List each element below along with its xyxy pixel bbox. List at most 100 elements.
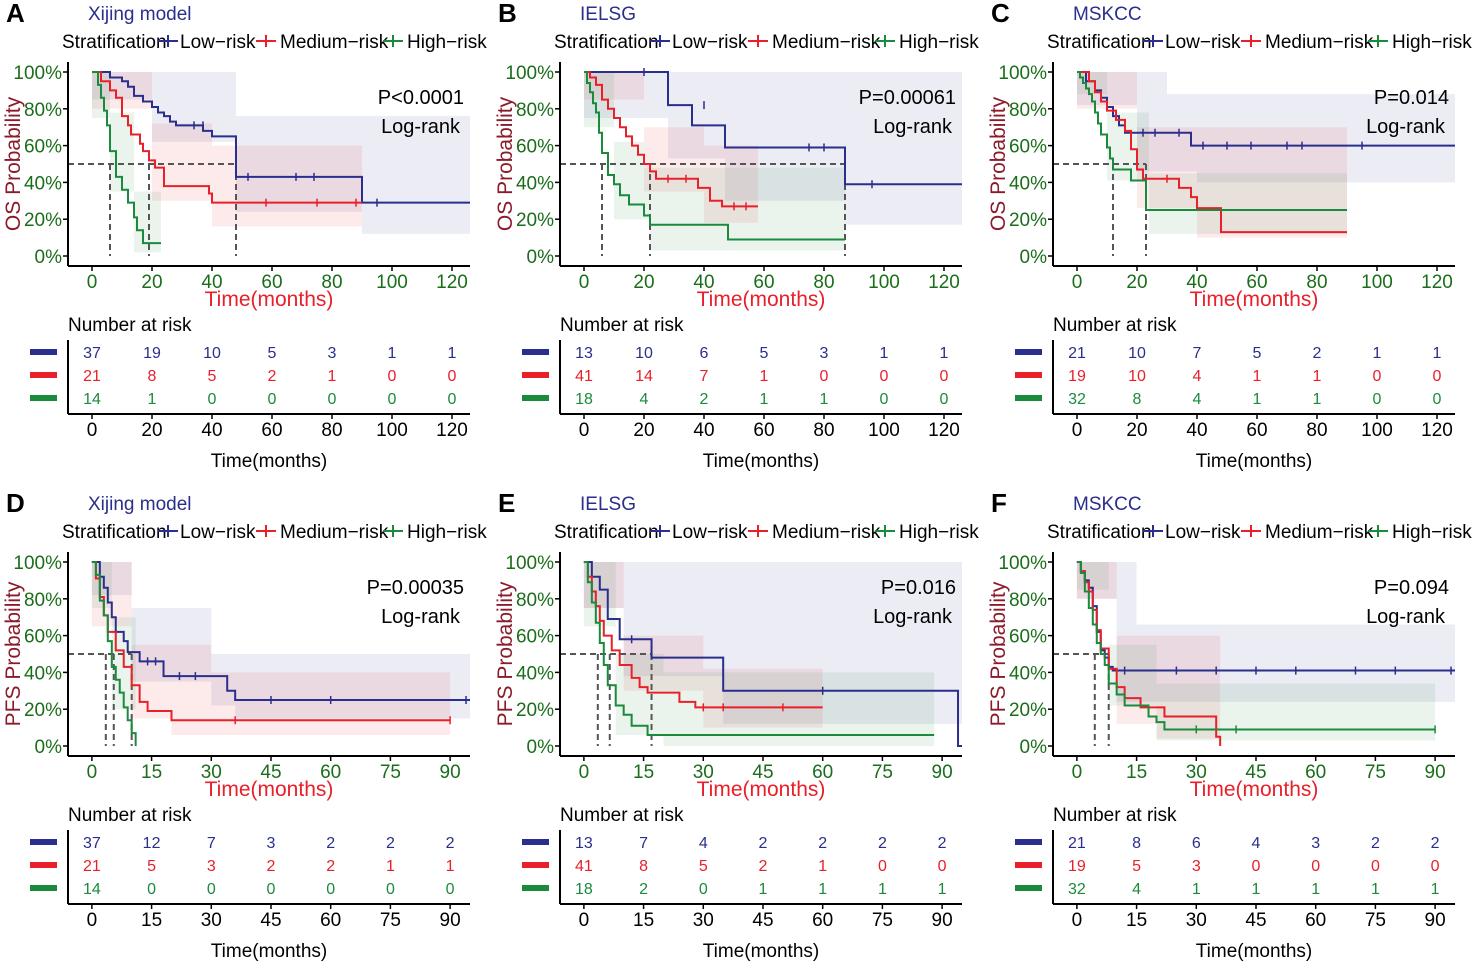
legend-label-medium: Medium−risk [280,32,389,53]
risk-count-medium: 0 [938,858,947,875]
risk-x-tick-label: 60 [1305,910,1326,931]
risk-count-low: 3 [1311,835,1320,852]
x-tick-label: 60 [261,272,282,293]
survival-curve-medium [584,71,758,208]
x-tick-label: 90 [932,762,953,783]
x-axis-title: Time(months) [697,778,826,801]
panel-d: D Xijing model Stratification Low−risk Mediu… [0,488,490,972]
risk-count-low: 3 [328,345,337,362]
km-plot-e: E IELSG Stratification Low−risk Medium−risk H… [494,488,979,962]
panel-letter: E [498,488,515,518]
risk-x-tick-label: 15 [633,910,654,931]
legend-label-low: Low−risk [672,522,748,543]
risk-strata-swatch-high [522,395,549,401]
panel-title: MSKCC [1073,4,1142,25]
risk-count-medium: 8 [148,368,157,385]
risk-table-title: Number at risk [560,315,684,336]
risk-count-low: 2 [938,835,947,852]
y-tick-label: 0% [1020,247,1048,268]
risk-count-low: 2 [818,835,827,852]
risk-count-medium: 0 [1431,858,1440,875]
legend-label-medium: Medium−risk [772,522,881,543]
risk-x-tick-label: 60 [1246,420,1267,441]
legend-title: Stratification [1047,32,1152,53]
y-tick-label: 40% [24,173,62,194]
risk-count-high: 0 [940,391,949,408]
risk-count-medium: 2 [267,858,276,875]
risk-x-tick-label: 80 [1306,420,1327,441]
risk-strata-swatch-medium [522,862,549,868]
y-tick-label: 40% [516,663,554,684]
y-tick-label: 60% [24,627,62,648]
risk-count-high: 0 [267,881,276,898]
risk-count-medium: 1 [328,368,337,385]
x-tick-label: 60 [753,272,774,293]
legend: Stratification Low−risk Medium−risk High−ri… [62,522,487,543]
risk-strata-swatch-medium [522,372,549,378]
x-tick-label: 90 [440,762,461,783]
risk-x-tick-label: 90 [1425,910,1446,931]
survival-curve-high [1076,561,1436,731]
survival-curve-low [92,71,470,204]
survival-curve-medium [1077,71,1347,234]
risk-count-low: 2 [326,835,335,852]
x-tick-label: 75 [872,762,893,783]
x-axis-title: Time(months) [205,288,334,311]
ci-band-high [92,72,161,256]
risk-table-title: Number at risk [1053,805,1177,826]
risk-count-medium: 0 [940,368,949,385]
panel-letter: C [991,0,1010,28]
x-tick-label: 80 [321,272,342,293]
x-tick-label: 120 [1421,272,1453,293]
panel-letter: F [991,488,1007,518]
risk-x-tick-label: 120 [1421,420,1453,441]
risk-count-high: 1 [148,391,157,408]
y-tick-label: 80% [1009,590,1047,611]
legend: Stratification Low−risk Medium−risk High−ri… [554,522,979,543]
km-plot-c: C MSKCC Stratification Low−risk Medium−risk H… [987,0,1472,472]
risk-x-tick-label: 100 [1361,420,1393,441]
x-tick-label: 100 [868,272,900,293]
risk-count-low: 5 [1253,345,1262,362]
risk-x-tick-label: 0 [579,910,590,931]
y-tick-label: 60% [516,137,554,158]
risk-count-low: 6 [700,345,709,362]
risk-count-high: 0 [448,391,457,408]
risk-table-title: Number at risk [560,805,684,826]
x-tick-label: 45 [752,762,773,783]
legend-label-high: High−risk [407,522,487,543]
km-plot-d: D Xijing model Stratification Low−risk Mediu… [2,488,487,962]
risk-count-medium: 5 [147,858,156,875]
y-tick-label: 40% [1009,173,1047,194]
risk-strata-swatch-high [30,395,57,401]
legend-title: Stratification [1047,522,1152,543]
x-tick-label: 40 [201,272,222,293]
risk-count-high: 0 [208,391,217,408]
risk-count-low: 6 [1192,835,1201,852]
y-tick-label: 80% [24,590,62,611]
y-tick-label: 20% [1009,210,1047,231]
risk-x-axis-title: Time(months) [1196,451,1312,472]
risk-count-high: 8 [1133,391,1142,408]
y-tick-label: 0% [35,247,63,268]
x-tick-label: 30 [693,762,714,783]
risk-count-low: 12 [143,835,161,852]
survival-curve-high [583,561,935,736]
risk-count-high: 1 [1313,391,1322,408]
y-tick-label: 60% [24,137,62,158]
risk-strata-swatch-high [30,885,57,891]
y-tick-label: 100% [998,553,1047,574]
risk-count-low: 1 [388,345,397,362]
risk-count-medium: 1 [1313,368,1322,385]
y-tick-label: 20% [516,210,554,231]
risk-count-medium: 2 [759,858,768,875]
risk-strata-swatch-low [30,839,57,845]
x-tick-label: 20 [141,272,162,293]
x-tick-label: 15 [141,762,162,783]
risk-count-low: 21 [1068,835,1086,852]
panel-title: Xijing model [88,4,192,25]
p-value: P=0.014 [1374,87,1449,109]
risk-count-medium: 41 [575,368,593,385]
risk-strata-swatch-medium [30,862,57,868]
risk-x-tick-label: 60 [320,910,341,931]
